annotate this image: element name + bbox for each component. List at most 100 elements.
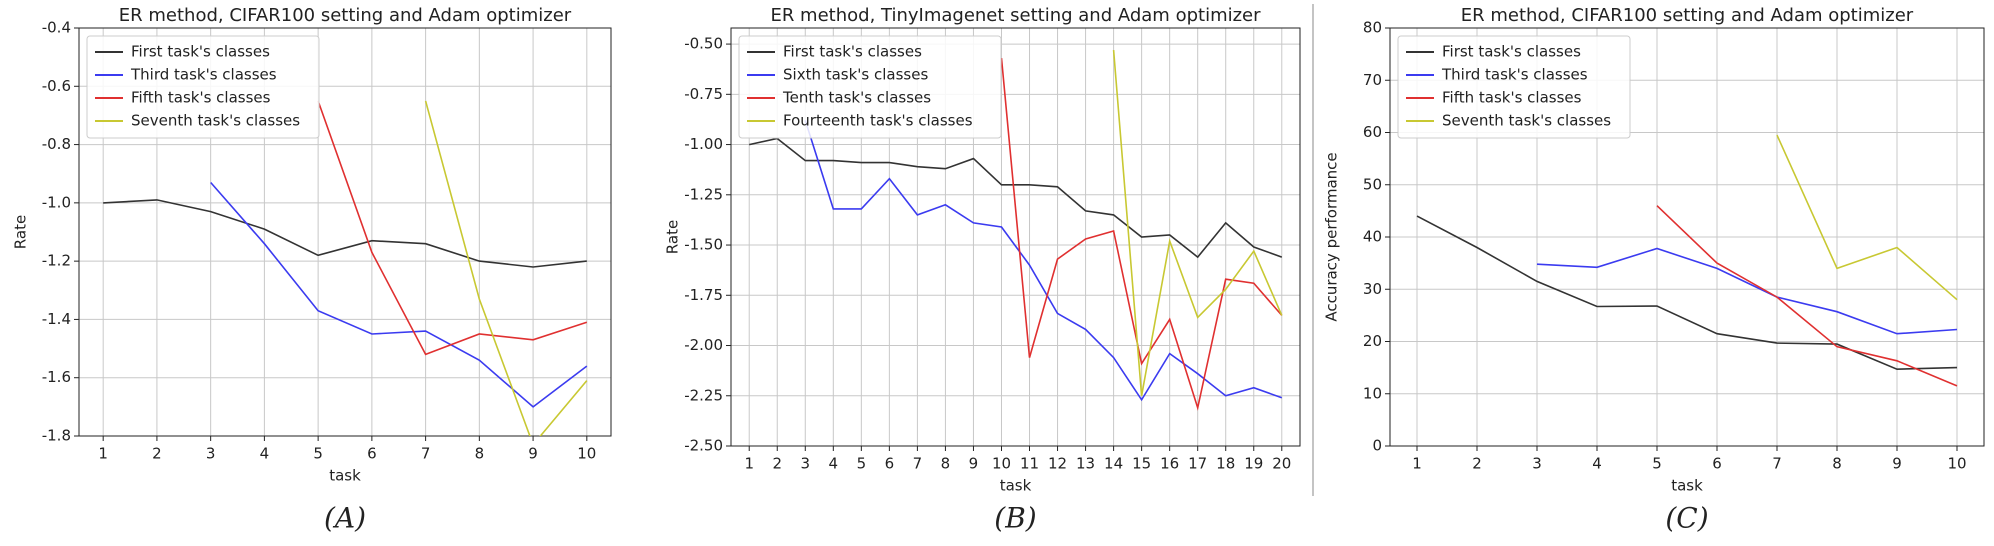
legend-label: Tenth task's classes [782,89,931,107]
legend-box [1397,35,1631,139]
legend-label: Seventh task's classes [1442,112,1611,130]
x-tick-label: 13 [1076,455,1095,473]
legend-label: First task's classes [1442,43,1581,61]
x-tick-label: 1 [744,455,754,473]
x-tick-label: 6 [1712,455,1722,473]
x-tick-label: 3 [1532,455,1542,473]
legend-label: Third task's classes [1441,66,1588,84]
x-tick-label: 9 [1892,455,1902,473]
series-line [103,199,587,268]
x-tick-label: 7 [913,455,923,473]
y-tick-label: 80 [1363,19,1382,37]
y-tick-label: 70 [1363,71,1382,89]
y-tick-label: 10 [1363,384,1382,402]
legend-label: Fifth task's classes [131,89,271,107]
y-tick-label: -1.0 [42,193,71,211]
legend-box [86,35,320,139]
x-tick-label: 12 [1048,455,1067,473]
legend-label: Fourteenth task's classes [783,112,973,130]
x-tick-label: 16 [1160,455,1179,473]
x-tick-label: 11 [1020,455,1039,473]
y-tick-label: -0.6 [42,77,71,95]
legend-label: Fifth task's classes [1442,89,1582,107]
series-line [424,100,588,436]
x-tick-label: 2 [152,445,162,463]
y-axis-label: Accuracy performance [1323,152,1341,321]
x-tick-label: 5 [1652,455,1662,473]
x-tick-label: 19 [1244,455,1263,473]
x-axis-label: task [1671,477,1703,495]
panel-label: (C) [1665,502,1708,535]
series-line [804,120,1283,402]
legend-label: First task's classes [131,43,270,61]
x-tick-label: 6 [885,455,895,473]
y-tick-label: 60 [1363,123,1382,141]
x-tick-label: 7 [1772,455,1782,473]
chart: ER method, CIFAR100 setting and Adam opt… [12,5,612,535]
x-tick-label: 4 [260,445,270,463]
x-tick-label: 8 [1832,455,1842,473]
y-tick-label: -0.50 [684,35,723,53]
series-line [317,100,588,356]
legend-box [738,35,1002,139]
chart-title: ER method, CIFAR100 setting and Adam opt… [119,5,572,26]
x-axis-label: task [329,467,361,485]
y-tick-label: -2.00 [684,336,723,354]
x-tick-label: 1 [98,445,108,463]
panel-label: (B) [994,502,1036,535]
x-tick-label: 10 [992,455,1011,473]
y-tick-label: 30 [1363,280,1382,298]
series-line [1112,50,1283,396]
x-tick-label: 10 [1947,455,1966,473]
x-tick-label: 4 [1592,455,1602,473]
x-tick-label: 20 [1272,455,1291,473]
x-tick-label: 5 [857,455,867,473]
series-line [1776,134,1958,301]
legend-label: First task's classes [783,43,922,61]
x-tick-label: 15 [1132,455,1151,473]
y-tick-label: 20 [1363,332,1382,350]
chart-title: ER method, TinyImagenet setting and Adam… [770,5,1261,26]
legend-label: Seventh task's classes [131,112,300,130]
x-tick-label: 2 [772,455,782,473]
y-axis-label: Rate [664,220,682,254]
plot-frame [1389,27,1985,447]
series-line [1416,215,1958,371]
y-tick-label: -1.4 [42,310,71,328]
y-tick-label: -1.8 [42,427,71,445]
x-tick-label: 3 [206,445,216,463]
y-tick-label: -0.75 [684,85,723,103]
x-tick-label: 9 [528,445,538,463]
x-tick-label: 8 [941,455,951,473]
chart: ER method, CIFAR100 setting and Adam opt… [1323,5,1985,535]
y-tick-label: -2.50 [684,437,723,455]
x-tick-label: 18 [1216,455,1235,473]
y-tick-label: -1.75 [684,286,723,304]
x-tick-label: 8 [475,445,485,463]
x-tick-label: 7 [421,445,431,463]
series-line [1656,205,1958,387]
y-tick-label: 40 [1363,228,1382,246]
y-tick-label: -0.4 [42,19,71,37]
x-tick-label: 2 [1472,455,1482,473]
y-tick-label: -1.2 [42,252,71,270]
panel-label: (A) [324,502,366,535]
y-tick-label: -0.8 [42,135,71,153]
x-tick-label: 5 [313,445,323,463]
x-tick-label: 10 [577,445,596,463]
y-tick-label: -1.6 [42,368,71,386]
y-tick-label: -1.00 [684,135,723,153]
plot-frame [78,27,612,437]
x-tick-label: 17 [1188,455,1207,473]
y-axis-label: Rate [12,215,30,249]
y-tick-label: -2.25 [684,386,723,404]
x-tick-label: 1 [1412,455,1422,473]
y-tick-label: -1.50 [684,236,723,254]
series-line [1536,247,1958,335]
x-axis-label: task [1000,477,1032,495]
legend-label: Sixth task's classes [783,66,928,84]
x-tick-label: 6 [367,445,377,463]
x-tick-label: 9 [969,455,979,473]
x-tick-label: 4 [829,455,839,473]
